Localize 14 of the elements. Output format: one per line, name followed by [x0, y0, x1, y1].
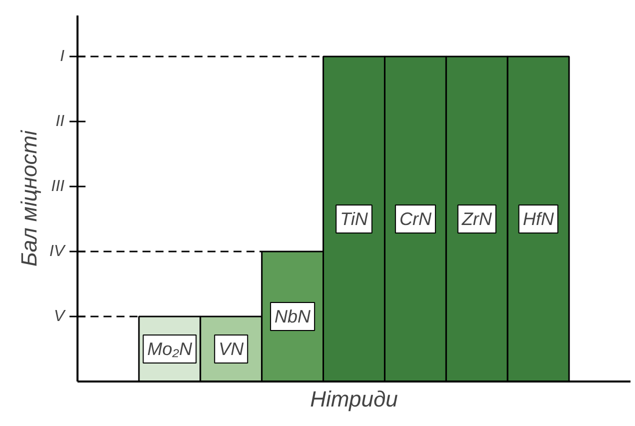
text: III [51, 178, 66, 195]
x-tick-label: Mo₂N [147, 338, 194, 359]
x-tick-label: ZrN [460, 208, 493, 229]
x-tick-label: HfN [522, 208, 555, 229]
text: IV [49, 242, 66, 260]
x-tick-label: TiN [340, 208, 369, 229]
x-tick-label: CrN [399, 208, 432, 229]
text: V [54, 308, 66, 325]
y-axis-title: Бал міцності [16, 129, 42, 266]
x-tick-label: VN [218, 338, 245, 359]
x-axis-title: Нітриди [310, 386, 398, 412]
x-tick-label: NbN [274, 306, 312, 326]
text: I [60, 48, 66, 65]
text: II [56, 112, 66, 130]
